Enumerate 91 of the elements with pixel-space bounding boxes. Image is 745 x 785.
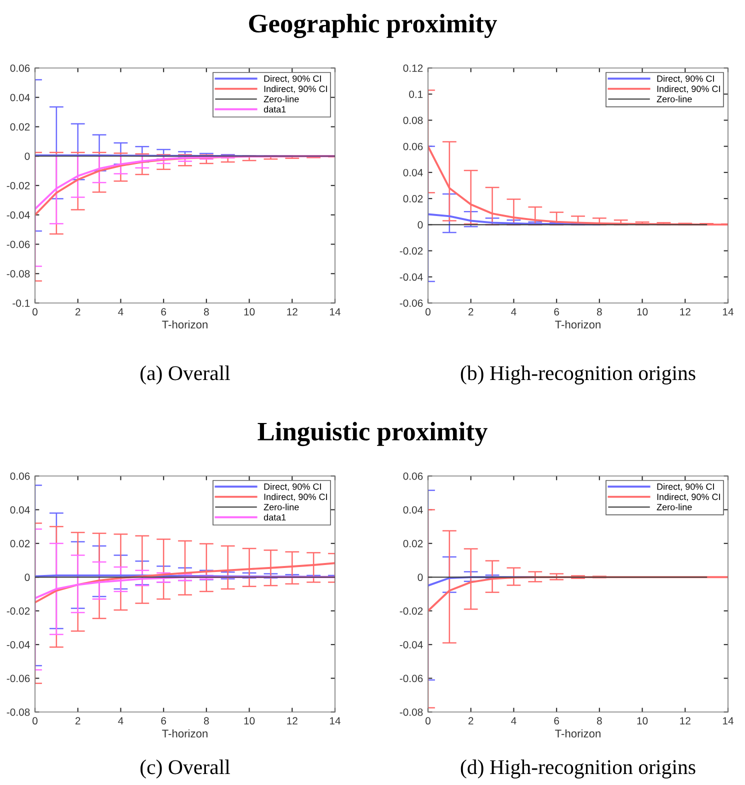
x-tick-label: 10 (637, 717, 648, 725)
legend-label: Direct, 90% CI (264, 75, 321, 83)
x-tick-label: 8 (596, 717, 602, 725)
x-tick-label: 0 (426, 308, 430, 316)
y-tick-label: -0.04 (400, 641, 423, 648)
y-tick-label: 0 (418, 574, 423, 582)
text: (b) High-recognition origins (460, 366, 696, 384)
y-tick-label: -0.06 (6, 674, 30, 682)
x-tick-label: 2 (75, 717, 80, 724)
x-tick-label: 12 (287, 308, 298, 316)
legend-label: Zero-line (656, 96, 692, 102)
x-tick-label: 12 (680, 717, 690, 724)
x-tick-label: 0 (426, 717, 430, 725)
x-tick-label: 12 (287, 717, 298, 724)
text: (c) Overall (140, 760, 230, 778)
y-tick-label: 0.12 (403, 64, 423, 72)
y-tick-label: -0.08 (400, 708, 423, 716)
x-tick-label: 2 (75, 308, 80, 316)
legend-label: Zero-line (656, 504, 692, 510)
y-tick-label: 0.02 (10, 540, 30, 548)
y-tick-label: 0 (24, 574, 30, 582)
legend-label: Indirect, 90% CI (264, 85, 327, 94)
x-tick-label: 8 (596, 308, 602, 316)
x-axis-title: T-horizon (555, 320, 600, 329)
x-tick-label: 14 (723, 717, 734, 724)
legend-label: Indirect, 90% CI (657, 493, 720, 502)
y-tick-label: 0.1 (409, 90, 423, 98)
y-tick-label: 0.06 (403, 142, 423, 150)
legend-label: Zero-line (264, 96, 299, 102)
y-tick-label: -0.08 (6, 708, 30, 716)
y-tick-label: 0.02 (403, 195, 423, 202)
x-tick-label: 8 (204, 308, 209, 316)
y-tick-label: 0.08 (403, 116, 423, 124)
y-tick-label: -0.02 (400, 607, 423, 615)
legend-label: Indirect, 90% CI (657, 85, 720, 94)
y-tick-label: 0 (24, 152, 30, 160)
x-tick-label: 10 (637, 308, 648, 316)
y-tick-label: -0.1 (12, 300, 30, 307)
y-tick-label: 0.06 (10, 64, 30, 72)
y-tick-label: -0.02 (400, 247, 423, 255)
legend-label: Direct, 90% CI (657, 75, 714, 83)
x-tick-label: 4 (118, 308, 124, 316)
x-tick-label: 14 (330, 308, 340, 316)
legend-label: Zero-line (264, 504, 299, 510)
x-tick-label: 4 (511, 717, 516, 724)
y-tick-label: -0.02 (6, 182, 30, 190)
y-tick-label: -0.04 (400, 273, 423, 281)
x-tick-label: 8 (204, 717, 209, 725)
y-tick-label: 0 (418, 221, 423, 229)
x-tick-label: 10 (244, 717, 255, 725)
x-axis-title: T-horizon (162, 320, 208, 329)
text: (a) Overall (140, 366, 230, 384)
y-tick-label: 0.04 (403, 506, 423, 514)
y-tick-label: -0.06 (6, 240, 30, 248)
x-tick-label: 2 (468, 717, 474, 724)
y-tick-label: 0.02 (403, 540, 423, 548)
y-tick-label: 0.02 (10, 123, 30, 131)
chart-title: Linguistic proximity (258, 422, 488, 446)
x-axis-title: T-horizon (555, 729, 600, 738)
y-tick-label: -0.02 (6, 607, 30, 615)
x-tick-label: 4 (511, 308, 516, 316)
y-tick-label: -0.04 (6, 211, 30, 219)
legend-label: Indirect, 90% CI (264, 493, 327, 502)
x-tick-label: 6 (554, 717, 560, 725)
y-tick-label: 0.06 (403, 472, 423, 480)
y-tick-label: 0.04 (10, 506, 30, 514)
y-tick-label: -0.06 (400, 300, 423, 307)
text: (d) High-recognition origins (460, 760, 696, 778)
x-tick-label: 2 (468, 308, 474, 316)
x-tick-label: 6 (554, 308, 560, 316)
x-tick-label: 0 (32, 717, 38, 725)
legend-label: data1 (264, 106, 286, 113)
y-tick-label: -0.08 (6, 270, 30, 278)
chart-title: Geographic proximity (249, 14, 497, 38)
x-tick-label: 12 (680, 308, 690, 316)
x-axis-title: T-horizon (162, 729, 208, 738)
y-tick-label: 0.04 (10, 94, 30, 102)
y-tick-label: -0.06 (400, 674, 423, 682)
y-tick-label: 0.04 (403, 168, 423, 176)
x-tick-label: 10 (244, 308, 255, 316)
legend-label: data1 (264, 514, 286, 521)
x-tick-label: 14 (330, 717, 340, 724)
x-tick-label: 6 (161, 717, 166, 725)
x-tick-label: 0 (32, 308, 38, 316)
x-tick-label: 4 (118, 717, 124, 724)
legend-label: Direct, 90% CI (264, 483, 321, 491)
x-tick-label: 6 (161, 308, 166, 316)
y-tick-label: 0.06 (10, 472, 30, 480)
legend-label: Direct, 90% CI (657, 483, 714, 491)
x-tick-label: 14 (723, 308, 734, 316)
y-tick-label: -0.04 (6, 641, 30, 648)
